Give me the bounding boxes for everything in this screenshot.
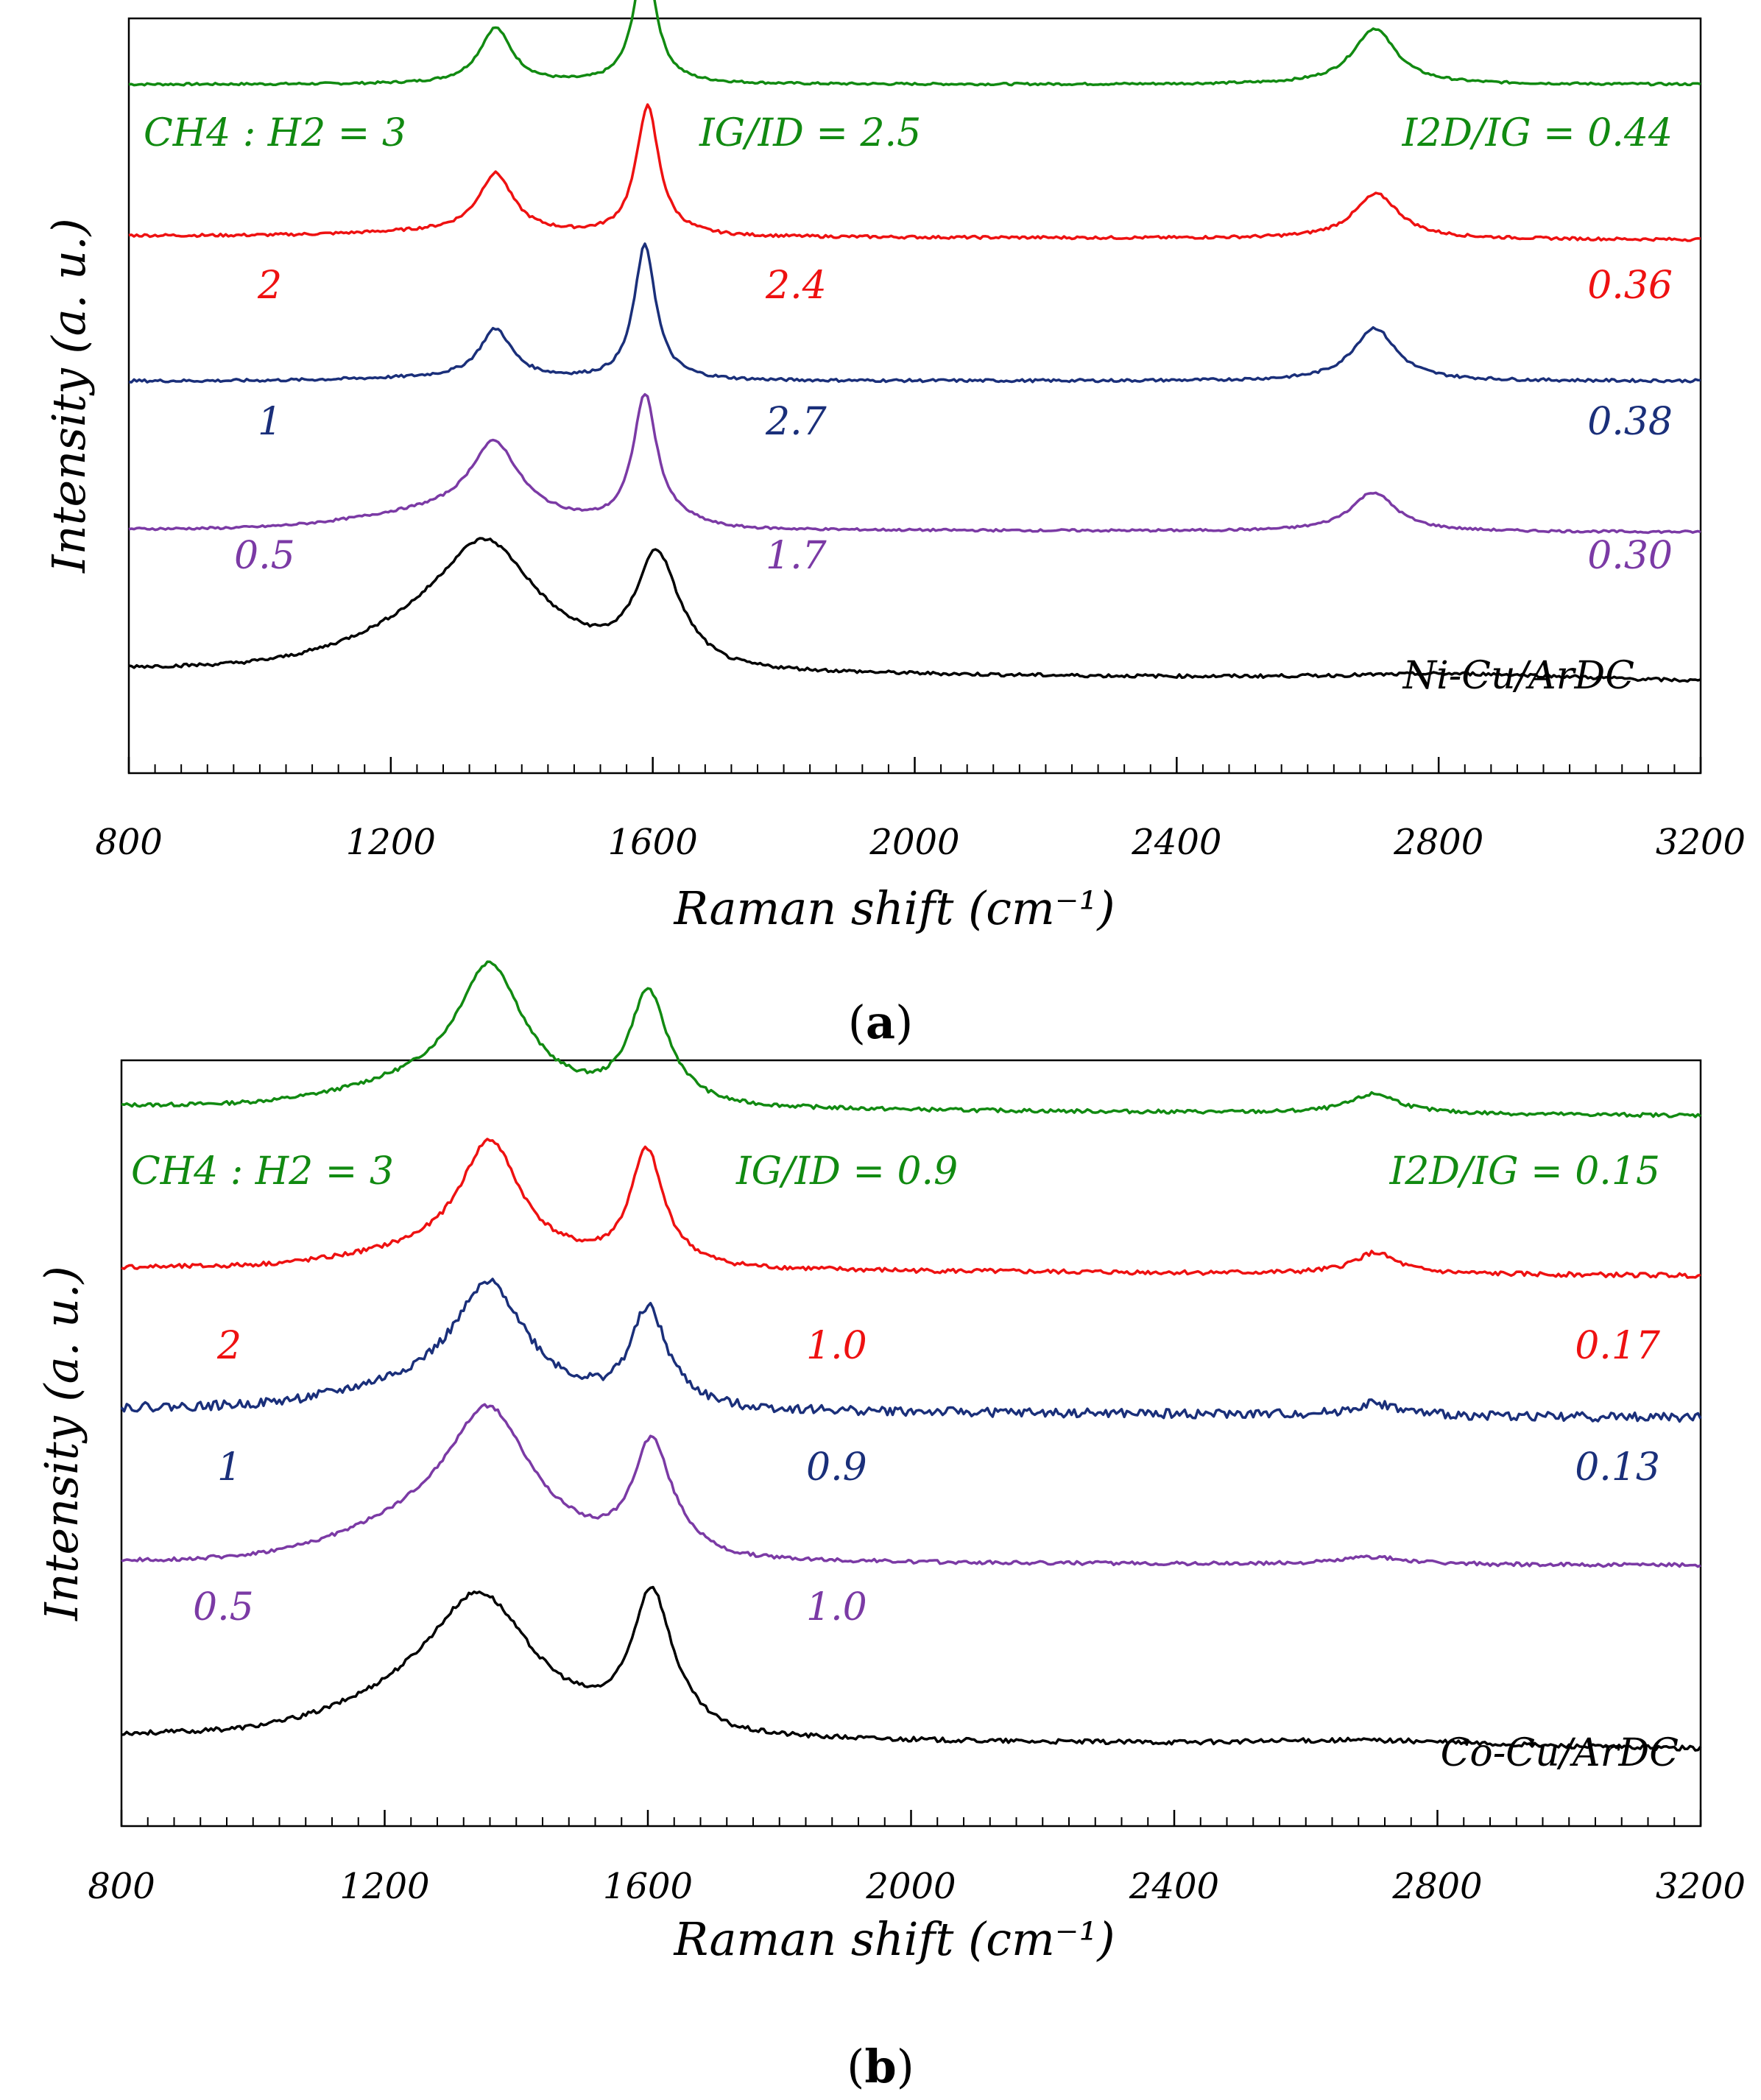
y-axis-title-a: Intensity (a. u.) bbox=[42, 218, 96, 574]
ig-id-value: 2.7 bbox=[765, 400, 827, 444]
traces-a: CH4 : H2 = 3 IG/ID = 2.5 I2D/IG = 0.44 2 2.4… bbox=[128, 0, 1701, 698]
ratio-label: 1 bbox=[258, 400, 282, 444]
ratio-label: 2 bbox=[216, 1324, 241, 1368]
caption-b: (b) bbox=[847, 2040, 914, 2093]
x-tick-label: 2800 bbox=[1393, 822, 1483, 863]
spectrum-line-ratio-0_5 bbox=[121, 1403, 1701, 1568]
x-axis-title-b: Raman shift (cm⁻¹) bbox=[673, 1912, 1115, 1966]
ig-id-value: 0.9 bbox=[806, 1445, 867, 1490]
ratio-header-label: CH4 : H2 = 3 bbox=[144, 111, 406, 155]
ratio-label: 1 bbox=[217, 1445, 241, 1490]
ig-id-value: 2.4 bbox=[765, 264, 827, 308]
x-tick-label: 2400 bbox=[1129, 1866, 1219, 1907]
x-tick-label: 1600 bbox=[603, 1866, 693, 1907]
i2d-ig-value: 0.36 bbox=[1587, 264, 1673, 308]
x-tick-label: 3200 bbox=[1656, 822, 1746, 863]
caption-a: (a) bbox=[848, 996, 914, 1049]
panel-b: CH4 : H2 = 3 IG/ID = 0.9 I2D/IG = 0.15 2 1.0… bbox=[35, 960, 1746, 2093]
spectrum-line-ratio-1 bbox=[128, 242, 1701, 384]
i2d-ig-header-label: I2D/IG = 0.44 bbox=[1402, 111, 1673, 155]
ig-id-header-label: IG/ID = 0.9 bbox=[735, 1149, 958, 1194]
x-tick-label: 1600 bbox=[608, 822, 698, 863]
spectrum-line-catalyst bbox=[128, 537, 1701, 683]
x-tick-label: 2800 bbox=[1391, 1866, 1482, 1907]
catalyst-sample-label: Co-Cu/ArDC bbox=[1441, 1731, 1679, 1775]
ig-id-value: 1.0 bbox=[806, 1324, 867, 1368]
x-tick-label: 800 bbox=[95, 822, 163, 863]
spectrum-line-ratio-0_5 bbox=[128, 392, 1701, 535]
i2d-ig-value: 0.17 bbox=[1575, 1324, 1661, 1368]
ig-id-value: 1.7 bbox=[766, 534, 827, 578]
x-ticks-a: 800 1200 1600 2000 2400 2800 3200 bbox=[95, 757, 1746, 863]
i2d-ig-header-label: I2D/IG = 0.15 bbox=[1389, 1149, 1660, 1194]
catalyst-sample-label: Ni-Cu/ArDC bbox=[1402, 654, 1634, 698]
traces-b: CH4 : H2 = 3 IG/ID = 0.9 I2D/IG = 0.15 2 1.0… bbox=[120, 960, 1702, 1775]
y-axis-title-b: Intensity (a. u.) bbox=[35, 1266, 88, 1621]
spectrum-line-ratio-2 bbox=[128, 103, 1701, 242]
ig-id-value: 1.0 bbox=[806, 1585, 867, 1629]
i2d-ig-value: 0.38 bbox=[1587, 400, 1673, 444]
x-ticks-b: 800 1200 1600 2000 2400 2800 3200 bbox=[88, 1810, 1746, 1907]
ratio-label: 0.5 bbox=[234, 534, 295, 578]
i2d-ig-value: 0.30 bbox=[1587, 534, 1673, 578]
spectrum-line-ratio-2 bbox=[121, 1138, 1701, 1279]
ig-id-header-label: IG/ID = 2.5 bbox=[699, 111, 921, 155]
spectrum-line-ratio-3 bbox=[121, 960, 1702, 1118]
x-tick-label: 3200 bbox=[1656, 1866, 1746, 1907]
x-tick-label: 2000 bbox=[869, 822, 959, 863]
x-tick-label: 1200 bbox=[339, 1866, 429, 1907]
x-tick-label: 2000 bbox=[865, 1866, 956, 1907]
panel-a: CH4 : H2 = 3 IG/ID = 2.5 I2D/IG = 0.44 2 2.4… bbox=[42, 0, 1746, 1049]
ratio-header-label: CH4 : H2 = 3 bbox=[131, 1149, 394, 1194]
ratio-label: 2 bbox=[257, 264, 282, 308]
ratio-label: 0.5 bbox=[193, 1585, 254, 1629]
x-axis-title-a: Raman shift (cm⁻¹) bbox=[673, 881, 1115, 935]
i2d-ig-value: 0.13 bbox=[1575, 1445, 1660, 1490]
spectrum-line-ratio-3 bbox=[128, 0, 1701, 87]
x-tick-label: 800 bbox=[88, 1866, 155, 1907]
spectrum-line-catalyst bbox=[121, 1585, 1702, 1752]
x-tick-label: 2400 bbox=[1131, 822, 1221, 863]
x-tick-label: 1200 bbox=[346, 822, 436, 863]
spectrum-line-ratio-1 bbox=[120, 1278, 1702, 1423]
